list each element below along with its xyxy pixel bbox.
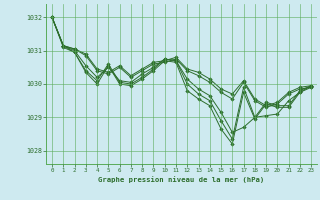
X-axis label: Graphe pression niveau de la mer (hPa): Graphe pression niveau de la mer (hPa)	[99, 176, 265, 183]
